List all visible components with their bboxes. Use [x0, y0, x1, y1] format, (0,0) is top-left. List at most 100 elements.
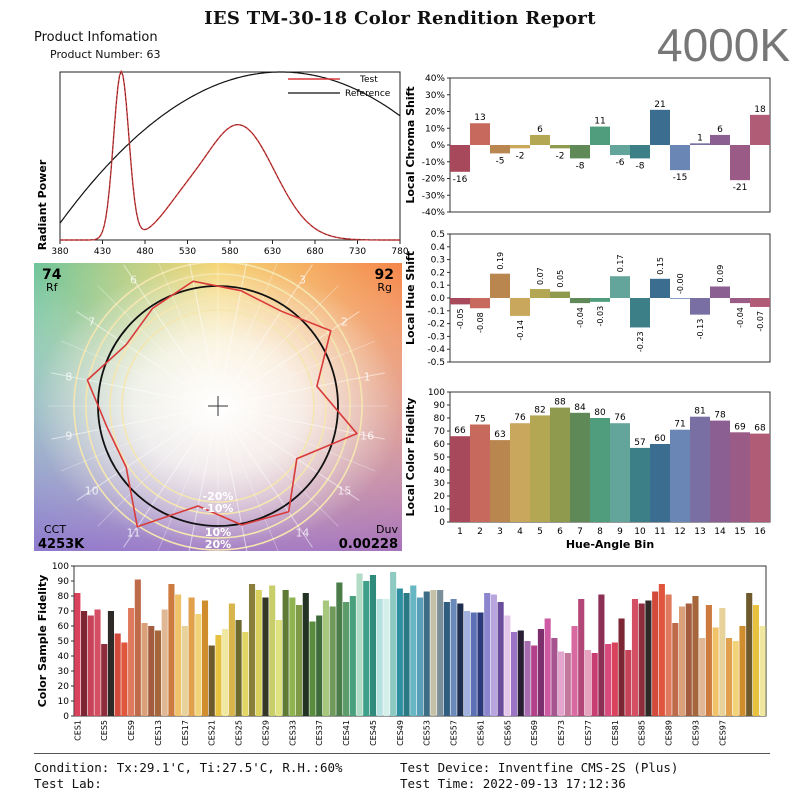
x-tick-label: 8 — [597, 527, 603, 537]
cvg-divider — [217, 405, 376, 472]
cvg-overlay: 12345678910111213141516-20%-10%10%20% — [48, 263, 388, 551]
y-axis-label: Color Sample Fidelity — [36, 575, 49, 708]
cct-value: 4253K — [38, 537, 85, 551]
data-label: 84 — [574, 403, 586, 413]
bar — [396, 588, 403, 716]
data-label: -6 — [616, 158, 625, 168]
x-tick-label: 3 — [497, 527, 503, 537]
cvg-spoke — [217, 405, 313, 548]
spd-chart: Radiant Power 380 430 480 530 580 630 680 730 78… — [36, 69, 409, 257]
ytick-label: 10 — [58, 697, 70, 707]
bar — [665, 594, 672, 716]
spd-xtick-label: 680 — [306, 247, 323, 257]
cvg-spoke — [123, 264, 219, 407]
bar — [530, 289, 550, 298]
bar — [591, 653, 598, 716]
sample-tick-label: CES45 — [369, 720, 378, 746]
sample-tick-label: CES81 — [611, 720, 620, 746]
cvg-bin-label: 12 — [181, 549, 195, 551]
cvg-spoke — [217, 264, 313, 407]
sample-tick-label: CES5 — [100, 720, 109, 741]
cvg-bin-label: 1 — [364, 370, 371, 383]
cvg-divider — [97, 285, 219, 407]
bar — [450, 145, 470, 172]
data-label: -2 — [516, 151, 525, 161]
sample-tick-label: CES25 — [235, 720, 244, 746]
bar — [81, 611, 88, 716]
bar — [590, 126, 610, 145]
ytick-label: -40% — [422, 208, 446, 218]
cvg-bin-label: 9 — [65, 430, 72, 443]
ytick-label: -30% — [422, 191, 446, 201]
data-label: 11 — [594, 117, 605, 127]
ytick-label: -0.4 — [427, 345, 445, 355]
bar — [672, 623, 679, 716]
sample-tick-label: CES85 — [638, 720, 647, 746]
bar — [530, 415, 550, 522]
ytick-label: 0.1 — [431, 281, 445, 291]
bar — [181, 626, 188, 716]
bar — [670, 145, 690, 171]
duv-label: Duv — [376, 523, 398, 536]
cvg-bin-label: 10 — [85, 484, 99, 497]
bar — [363, 581, 370, 716]
cvg-bin-label: 15 — [337, 484, 351, 497]
bar — [450, 599, 457, 716]
reference-curve — [59, 71, 401, 224]
footer-time: Test Time: 2022-09-13 17:12:36 — [400, 776, 626, 791]
bar — [598, 594, 605, 716]
bar — [611, 642, 618, 716]
bar — [215, 635, 222, 716]
rf-label: Rf — [46, 281, 59, 294]
ytick-label: 40 — [58, 652, 70, 662]
cvg-bin-label: 3 — [299, 274, 306, 287]
bar — [289, 597, 296, 716]
sample-tick-label: CES65 — [503, 720, 512, 746]
cvg-bin-label: 11 — [127, 526, 141, 539]
bar — [558, 651, 565, 716]
data-label: -0.05 — [456, 308, 465, 329]
bar — [463, 611, 471, 716]
bar — [746, 593, 753, 716]
ytick-label: 0.0 — [431, 294, 446, 304]
cvg-spoke — [51, 405, 219, 440]
bar — [322, 600, 329, 716]
cvg-bin-label: 6 — [130, 274, 137, 287]
cvg-bin-label: 2 — [341, 316, 348, 329]
bar — [710, 286, 730, 298]
cvg-ring — [85, 273, 351, 539]
sample-tick-label: CES89 — [665, 720, 674, 746]
data-label: -0.07 — [756, 311, 765, 332]
bar — [544, 618, 551, 716]
cvg-divider — [60, 340, 219, 407]
bar — [161, 609, 168, 716]
data-label: 60 — [654, 434, 666, 444]
ytick-label: -0.1 — [427, 307, 445, 317]
bar — [208, 645, 215, 716]
product-info-heading: Product Infomation — [34, 30, 158, 45]
y-axis-label: Local Color Fidelity — [404, 398, 417, 517]
y-axis-label: Local Hue Shift — [404, 251, 417, 345]
bar — [490, 440, 510, 522]
bar — [269, 585, 276, 716]
bar — [650, 444, 670, 522]
data-label: -0.08 — [476, 312, 485, 333]
bar — [511, 632, 518, 716]
data-label: 6 — [717, 125, 723, 135]
bar — [154, 630, 162, 716]
bar — [590, 298, 610, 302]
ytick-label: 30 — [58, 667, 70, 677]
bar — [578, 599, 585, 716]
cvg-spoke — [76, 405, 219, 501]
bar — [530, 134, 550, 145]
data-label: 0.07 — [536, 267, 545, 285]
ytick-label: 50 — [434, 453, 446, 463]
bar — [87, 615, 94, 716]
ytick-label: -20% — [422, 175, 446, 185]
data-label: 82 — [534, 405, 545, 415]
bar — [730, 298, 750, 304]
bar — [430, 590, 437, 716]
footer: Condition: Tx:29.1'C, Ti:27.5'C, R.H.:60… — [34, 753, 770, 799]
